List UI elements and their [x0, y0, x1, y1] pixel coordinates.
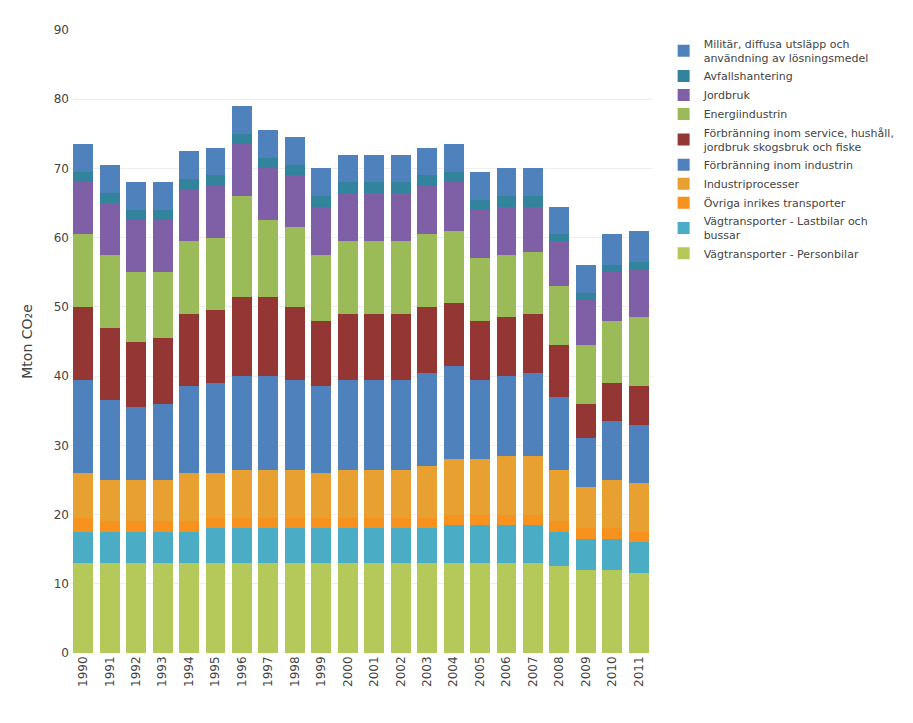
- svg-text:Avfallshantering: Avfallshantering: [704, 70, 793, 83]
- svg-text:Industriprocesser: Industriprocesser: [704, 178, 800, 191]
- svg-text:60: 60: [54, 231, 69, 245]
- svg-text:1996: 1996: [235, 656, 249, 687]
- svg-text:1999: 1999: [314, 656, 328, 687]
- svg-text:Förbränning inom industrin: Förbränning inom industrin: [704, 159, 853, 172]
- svg-text:1993: 1993: [155, 656, 169, 687]
- svg-text:2010: 2010: [605, 656, 619, 687]
- svg-text:2011: 2011: [632, 656, 646, 687]
- svg-text:50: 50: [54, 300, 69, 314]
- svg-text:2008: 2008: [552, 656, 566, 687]
- svg-text:0: 0: [61, 646, 69, 660]
- svg-text:1998: 1998: [288, 656, 302, 687]
- svg-text:2005: 2005: [473, 656, 487, 687]
- svg-text:Övriga inrikes transporter: Övriga inrikes transporter: [704, 197, 846, 210]
- svg-text:30: 30: [54, 439, 69, 453]
- svg-text:1995: 1995: [208, 656, 222, 687]
- svg-text:1994: 1994: [182, 656, 196, 687]
- svg-text:Militär, diffusa utsläpp ochan: Militär, diffusa utsläpp ochanvändning a…: [704, 38, 869, 65]
- svg-text:2007: 2007: [526, 656, 540, 687]
- svg-text:Mton CO₂e: Mton CO₂e: [19, 304, 35, 378]
- svg-text:1990: 1990: [76, 656, 90, 687]
- svg-text:Energiindustrin: Energiindustrin: [704, 108, 788, 121]
- svg-text:40: 40: [54, 369, 69, 383]
- svg-text:70: 70: [54, 162, 69, 176]
- svg-text:2001: 2001: [367, 656, 381, 687]
- svg-text:2009: 2009: [579, 656, 593, 687]
- svg-text:2000: 2000: [341, 656, 355, 687]
- svg-text:2002: 2002: [394, 656, 408, 687]
- svg-text:Jordbruk: Jordbruk: [703, 89, 751, 102]
- svg-text:10: 10: [54, 577, 69, 591]
- svg-text:1992: 1992: [129, 656, 143, 687]
- svg-text:1991: 1991: [103, 656, 117, 687]
- svg-text:2006: 2006: [499, 656, 513, 687]
- svg-text:20: 20: [54, 508, 69, 522]
- svg-text:Vägtransporter - Personbilar: Vägtransporter - Personbilar: [704, 248, 859, 261]
- svg-text:80: 80: [54, 92, 69, 106]
- svg-text:90: 90: [54, 23, 69, 37]
- svg-text:2003: 2003: [420, 656, 434, 687]
- svg-text:2004: 2004: [446, 656, 460, 687]
- svg-text:Förbränning inom service, hush: Förbränning inom service, hushåll,jordbr…: [703, 127, 894, 154]
- svg-text:1997: 1997: [261, 656, 275, 687]
- svg-text:Vägtransporter - Lastbilar och: Vägtransporter - Lastbilar ochbussar: [704, 215, 868, 242]
